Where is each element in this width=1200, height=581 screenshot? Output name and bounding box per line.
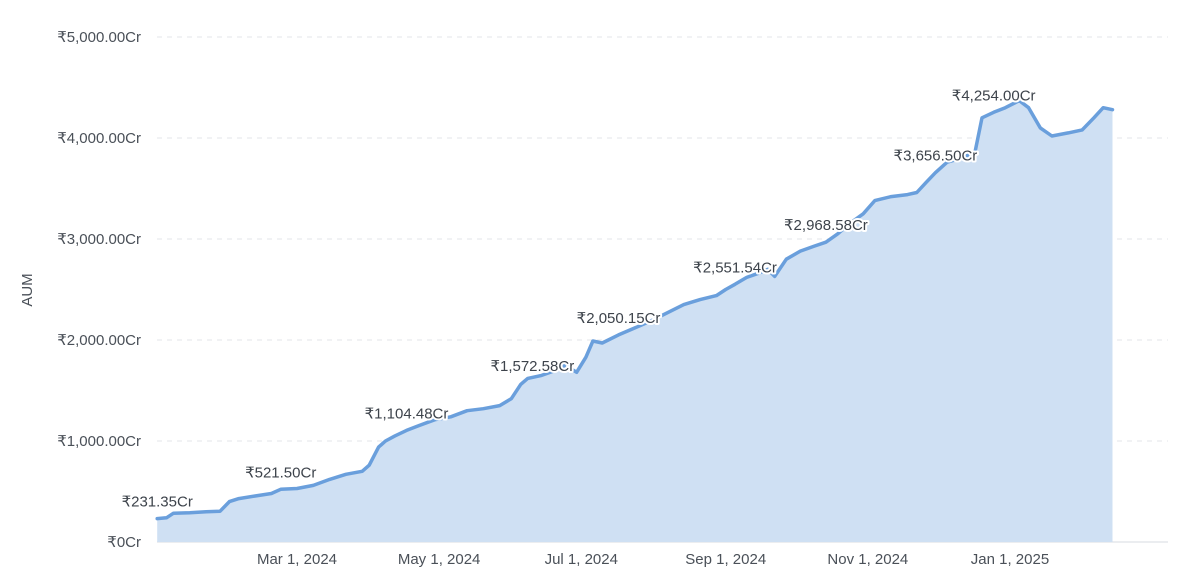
- y-axis-title: AUM: [19, 273, 36, 306]
- data-label: ₹1,572.58Cr: [490, 358, 574, 375]
- x-tick-label: Mar 1, 2024: [257, 551, 337, 568]
- y-tick-label: ₹5,000.00Cr: [57, 29, 141, 46]
- y-tick-label: ₹4,000.00Cr: [57, 130, 141, 147]
- x-tick-label: May 1, 2024: [398, 551, 481, 568]
- x-tick-label: Sep 1, 2024: [685, 551, 766, 568]
- x-tick-label: Nov 1, 2024: [827, 551, 908, 568]
- y-tick-label: ₹0Cr: [107, 534, 141, 551]
- data-label: ₹3,656.50Cr: [894, 148, 978, 165]
- series-line: [155, 98, 1115, 521]
- y-tick-label: ₹3,000.00Cr: [57, 231, 141, 248]
- series-area-fill: [157, 100, 1113, 542]
- x-tick-label: Jan 1, 2025: [971, 551, 1049, 568]
- series-area: [155, 98, 1115, 542]
- y-tick-label: ₹1,000.00Cr: [57, 433, 141, 450]
- data-label: ₹4,254.00Cr: [952, 87, 1036, 104]
- y-axis: ₹0Cr ₹1,000.00Cr ₹2,000.00Cr ₹3,000.00Cr ₹4,…: [57, 29, 141, 551]
- y-tick-label: ₹2,000.00Cr: [57, 332, 141, 349]
- x-axis: Mar 1, 2024 May 1, 2024 Jul 1, 2024 Sep 1, …: [257, 551, 1049, 568]
- data-label: ₹2,968.58Cr: [784, 217, 868, 234]
- x-tick-label: Jul 1, 2024: [545, 551, 618, 568]
- data-label: ₹2,551.54Cr: [693, 259, 777, 276]
- data-label: ₹2,050.15Cr: [577, 310, 661, 327]
- data-label: ₹231.35Cr: [122, 494, 193, 511]
- data-labels: ₹231.35Cr ₹521.50Cr ₹1,104.48Cr ₹1,572.58Cr…: [120, 85, 1038, 512]
- data-label: ₹521.50Cr: [245, 464, 316, 481]
- data-label: ₹1,104.48Cr: [365, 405, 449, 422]
